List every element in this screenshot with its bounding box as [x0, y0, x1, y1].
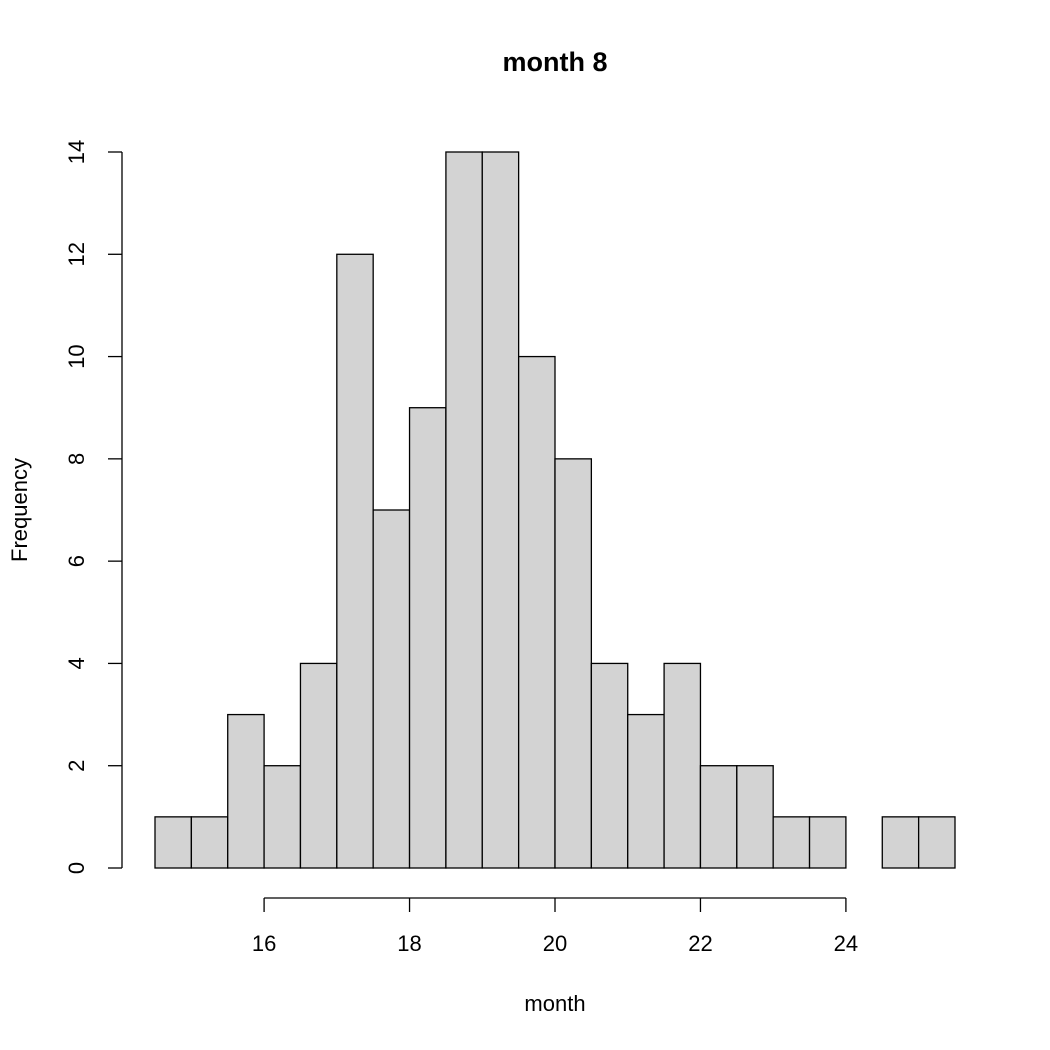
histogram-bar [190, 816, 229, 869]
histogram-bar [227, 713, 265, 869]
y-tick-label: 10 [64, 344, 89, 368]
y-tick-label: 4 [64, 657, 89, 669]
histogram-bar [445, 151, 483, 869]
x-tick-label: 18 [397, 931, 421, 956]
histogram-bar [736, 765, 774, 869]
histogram-bar [481, 151, 520, 869]
y-tick-label: 6 [64, 555, 89, 567]
histogram-bar [554, 458, 593, 869]
histogram-bar [590, 662, 629, 869]
y-tick-label: 0 [64, 862, 89, 874]
histogram-bar [881, 816, 920, 869]
x-tick-label: 24 [834, 931, 858, 956]
histogram-bar [154, 816, 193, 869]
y-tick-label: 12 [64, 242, 89, 266]
histogram-bar [772, 816, 811, 869]
x-tick-label: 20 [543, 931, 567, 956]
y-tick-label: 8 [64, 453, 89, 465]
histogram-bar [263, 765, 302, 869]
y-tick-label: 2 [64, 760, 89, 772]
chart-title: month 8 [503, 47, 608, 77]
y-axis-label: Frequency [7, 458, 32, 562]
histogram-bar [336, 253, 374, 869]
x-axis-label: month [524, 991, 585, 1016]
x-tick-label: 22 [688, 931, 712, 956]
histogram-bar [299, 662, 338, 869]
bars-group [154, 151, 956, 869]
x-axis: 16 18 20 22 24 [252, 897, 858, 956]
histogram-bar [408, 407, 447, 869]
histogram-bar [663, 662, 702, 869]
histogram-bar [808, 816, 847, 869]
histogram-bar [917, 816, 956, 869]
histogram-bar [372, 509, 411, 869]
histogram-bar [699, 765, 738, 869]
y-tick-label: 14 [64, 140, 89, 164]
histogram-bar [627, 713, 665, 869]
histogram-bar [517, 355, 556, 869]
x-tick-label: 16 [252, 931, 276, 956]
y-axis: 0 2 4 6 8 10 12 14 [64, 140, 123, 874]
